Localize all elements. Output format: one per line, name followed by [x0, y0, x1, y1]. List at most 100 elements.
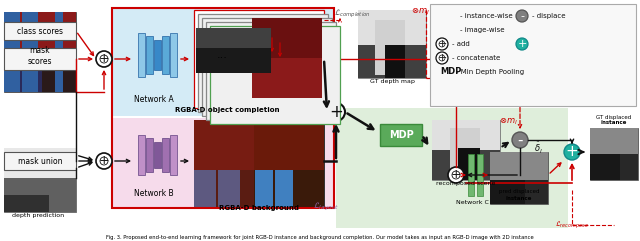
Bar [432, 120, 500, 150]
Circle shape [516, 38, 528, 50]
Bar [358, 10, 426, 45]
Text: - Min Depth Pooling: - Min Depth Pooling [456, 69, 524, 75]
Circle shape [516, 10, 528, 22]
Text: GT depth map: GT depth map [369, 79, 415, 83]
Bar [202, 18, 332, 116]
Text: - instance-wise: - instance-wise [460, 13, 513, 19]
Bar [275, 120, 293, 208]
Text: +: + [451, 168, 461, 181]
Text: $\mathcal{L}_{layout}$: $\mathcal{L}_{layout}$ [313, 201, 339, 213]
Bar [22, 12, 38, 92]
Bar [252, 18, 322, 58]
Text: RGBA-D object completion: RGBA-D object completion [175, 107, 279, 113]
Bar [4, 12, 76, 52]
Bar [590, 154, 620, 180]
Text: - add: - add [452, 41, 470, 47]
Text: -: - [520, 11, 524, 21]
Text: Network A: Network A [134, 95, 174, 105]
Text: MDP: MDP [388, 130, 413, 140]
Bar [4, 52, 42, 92]
Text: +: + [99, 154, 109, 167]
Text: pred displaced: pred displaced [499, 189, 540, 194]
Text: mask
scores: mask scores [28, 46, 52, 66]
Text: Network C: Network C [456, 200, 488, 205]
Bar [194, 120, 216, 208]
Text: $\otimes m_l$: $\otimes m_l$ [411, 7, 429, 17]
Bar [4, 12, 42, 92]
Circle shape [96, 153, 112, 169]
Bar [194, 120, 324, 208]
Bar [198, 14, 328, 112]
Text: +: + [517, 39, 527, 49]
Bar [380, 124, 422, 146]
Bar [450, 128, 480, 180]
Bar [358, 45, 426, 78]
Bar [385, 45, 405, 78]
Bar [138, 135, 145, 175]
Bar [218, 120, 240, 208]
Bar [430, 4, 636, 106]
Text: ...: ... [216, 50, 227, 60]
Text: class scores: class scores [17, 27, 63, 35]
Bar [194, 10, 324, 108]
Text: - concatenate: - concatenate [452, 55, 500, 61]
Bar [4, 48, 76, 70]
Bar [146, 138, 153, 172]
Bar [194, 120, 254, 208]
Bar [590, 128, 638, 180]
Text: RGBA-D background: RGBA-D background [219, 205, 299, 211]
Bar [196, 28, 271, 73]
Bar [255, 120, 273, 208]
Text: +: + [437, 53, 447, 63]
Circle shape [436, 38, 448, 50]
Bar [458, 148, 480, 180]
Text: +: + [99, 53, 109, 66]
Bar [4, 12, 20, 92]
Bar [112, 8, 334, 208]
Bar [4, 178, 76, 212]
Text: MDP: MDP [440, 67, 461, 76]
Text: - image-wise: - image-wise [460, 27, 504, 33]
Bar [4, 12, 76, 92]
Text: depth prediction: depth prediction [12, 213, 64, 217]
Bar [138, 33, 145, 77]
Bar [336, 108, 568, 228]
Text: $\mathcal{L}_{recompose}$: $\mathcal{L}_{recompose}$ [555, 219, 589, 231]
Text: $\otimes m_l$: $\otimes m_l$ [499, 117, 517, 127]
Bar [162, 36, 169, 74]
Bar [4, 148, 76, 212]
Text: GT displaced: GT displaced [596, 115, 632, 120]
Bar [490, 180, 525, 204]
Bar [112, 8, 334, 116]
Bar [196, 28, 271, 48]
Bar [4, 195, 49, 212]
Text: Fig. 3. Proposed end-to-end learning framework for joint RGB-D instance and back: Fig. 3. Proposed end-to-end learning fra… [106, 235, 534, 241]
Bar [194, 120, 324, 170]
Text: instance: instance [506, 195, 532, 201]
Bar [154, 40, 161, 70]
Circle shape [448, 167, 464, 183]
Text: +: + [329, 103, 343, 121]
Bar [170, 135, 177, 175]
Bar [590, 128, 638, 154]
Bar [490, 152, 548, 204]
Bar [55, 12, 63, 92]
Bar [375, 20, 405, 75]
Bar [112, 118, 334, 208]
Bar [154, 142, 161, 168]
Bar [4, 22, 76, 40]
Circle shape [436, 52, 448, 64]
Bar [252, 18, 322, 98]
Bar [358, 10, 426, 78]
Text: mask union: mask union [18, 156, 62, 166]
Bar [4, 148, 76, 178]
Bar [432, 120, 500, 180]
Circle shape [96, 51, 112, 67]
Bar [468, 154, 474, 196]
Text: +: + [437, 39, 447, 49]
Text: $\hat{\delta}_l$: $\hat{\delta}_l$ [534, 140, 543, 156]
Text: recomposed scene: recomposed scene [436, 181, 496, 186]
Bar [4, 152, 76, 170]
Bar [477, 154, 483, 196]
Bar [206, 22, 336, 120]
